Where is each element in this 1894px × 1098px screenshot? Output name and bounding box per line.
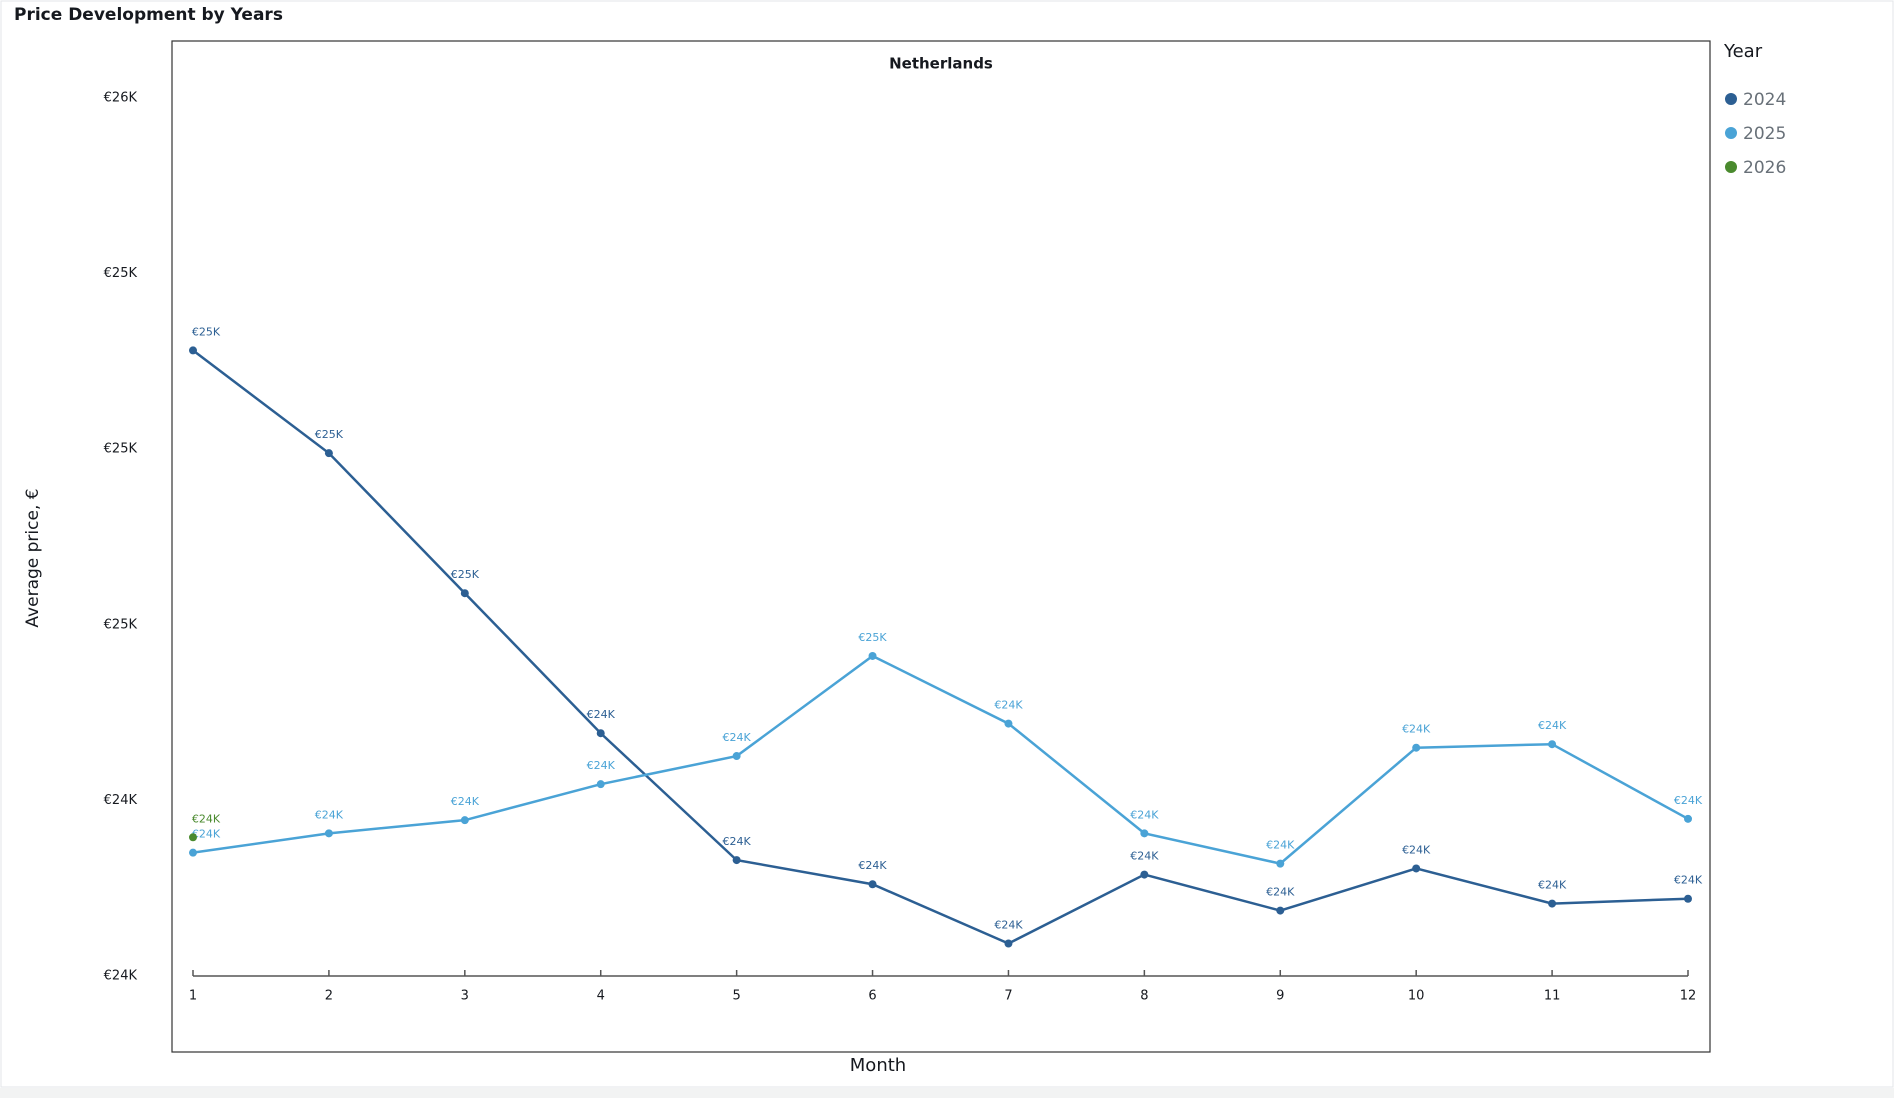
data-point bbox=[732, 856, 741, 865]
data-label: €24K bbox=[1130, 808, 1159, 821]
data-label: €24K bbox=[1538, 879, 1567, 892]
data-label: €24K bbox=[1538, 719, 1567, 732]
data-label: €24K bbox=[315, 808, 344, 821]
data-point bbox=[189, 833, 197, 842]
y-tick-label: €25K bbox=[104, 617, 138, 632]
x-tick-label: 11 bbox=[1544, 989, 1561, 1004]
legend-label: 2025 bbox=[1743, 124, 1786, 144]
data-label: €24K bbox=[994, 919, 1023, 932]
x-tick-label: 6 bbox=[868, 989, 876, 1004]
x-tick-label: 7 bbox=[1004, 989, 1012, 1004]
data-point bbox=[732, 752, 741, 761]
data-label: €25K bbox=[858, 631, 887, 644]
x-tick-label: 3 bbox=[461, 989, 469, 1004]
data-label: €24K bbox=[587, 759, 616, 772]
data-label: €24K bbox=[1266, 886, 1295, 899]
data-point bbox=[1004, 719, 1013, 728]
data-label: €24K bbox=[192, 812, 221, 825]
legend-marker bbox=[1725, 127, 1737, 139]
data-label: €24K bbox=[451, 795, 480, 808]
legend-marker bbox=[1725, 93, 1737, 105]
x-tick-label: 9 bbox=[1276, 989, 1284, 1004]
data-label: €25K bbox=[315, 428, 344, 441]
data-label: €24K bbox=[192, 828, 221, 841]
data-point bbox=[324, 449, 333, 458]
data-point bbox=[1004, 939, 1013, 948]
data-label: €24K bbox=[1402, 723, 1431, 736]
data-label: €24K bbox=[1402, 843, 1431, 856]
data-point bbox=[1548, 899, 1557, 908]
data-point bbox=[460, 816, 469, 825]
data-label: €24K bbox=[1674, 874, 1703, 887]
data-point bbox=[1548, 740, 1557, 749]
x-tick-label: 4 bbox=[597, 989, 605, 1004]
legend-label: 2026 bbox=[1743, 158, 1786, 178]
plot-frame bbox=[171, 40, 1711, 1053]
data-label: €24K bbox=[1130, 850, 1159, 863]
data-point bbox=[868, 651, 877, 660]
data-point bbox=[1412, 864, 1421, 873]
data-label: €24K bbox=[994, 699, 1023, 712]
data-point bbox=[1276, 906, 1285, 915]
legend-label: 2024 bbox=[1743, 90, 1786, 110]
y-tick-label: €26K bbox=[104, 91, 138, 106]
data-label: €25K bbox=[192, 325, 221, 338]
data-point bbox=[596, 729, 605, 738]
data-label: €24K bbox=[723, 835, 752, 848]
x-axis-label: Month bbox=[850, 1055, 906, 1076]
x-tick-label: 2 bbox=[325, 989, 333, 1004]
chart-title: Netherlands bbox=[889, 55, 993, 73]
data-point bbox=[1276, 859, 1285, 868]
data-point bbox=[460, 589, 469, 598]
data-label: €25K bbox=[451, 568, 480, 581]
data-point bbox=[1684, 894, 1692, 903]
data-label: €24K bbox=[1266, 839, 1295, 852]
y-tick-label: €25K bbox=[104, 266, 138, 281]
data-point bbox=[189, 848, 197, 857]
data-point bbox=[324, 829, 333, 838]
y-tick-label: €25K bbox=[104, 442, 138, 457]
data-point bbox=[1140, 829, 1149, 838]
data-point bbox=[189, 346, 197, 355]
x-tick-label: 5 bbox=[732, 989, 740, 1004]
series-line bbox=[192, 349, 1689, 945]
page-title: Price Development by Years bbox=[14, 5, 283, 25]
x-tick-label: 12 bbox=[1680, 989, 1697, 1004]
y-tick-label: €24K bbox=[104, 793, 138, 808]
data-label: €24K bbox=[858, 859, 887, 872]
legend-title: Year bbox=[1723, 41, 1763, 62]
series-line bbox=[192, 654, 1689, 865]
data-point bbox=[596, 780, 605, 789]
data-point bbox=[1412, 743, 1421, 752]
x-tick-label: 1 bbox=[189, 989, 197, 1004]
data-label: €24K bbox=[587, 708, 616, 721]
y-tick-label: €24K bbox=[104, 969, 138, 984]
legend-marker bbox=[1725, 161, 1737, 173]
data-label: €24K bbox=[723, 731, 752, 744]
data-label: €24K bbox=[1674, 794, 1703, 807]
data-point bbox=[868, 880, 877, 889]
y-axis-label: Average price, € bbox=[23, 488, 43, 627]
panel-footer bbox=[0, 1088, 1894, 1098]
x-tick-label: 10 bbox=[1408, 989, 1425, 1004]
data-point bbox=[1684, 814, 1692, 823]
x-tick-label: 8 bbox=[1140, 989, 1148, 1004]
data-point bbox=[1140, 870, 1149, 879]
